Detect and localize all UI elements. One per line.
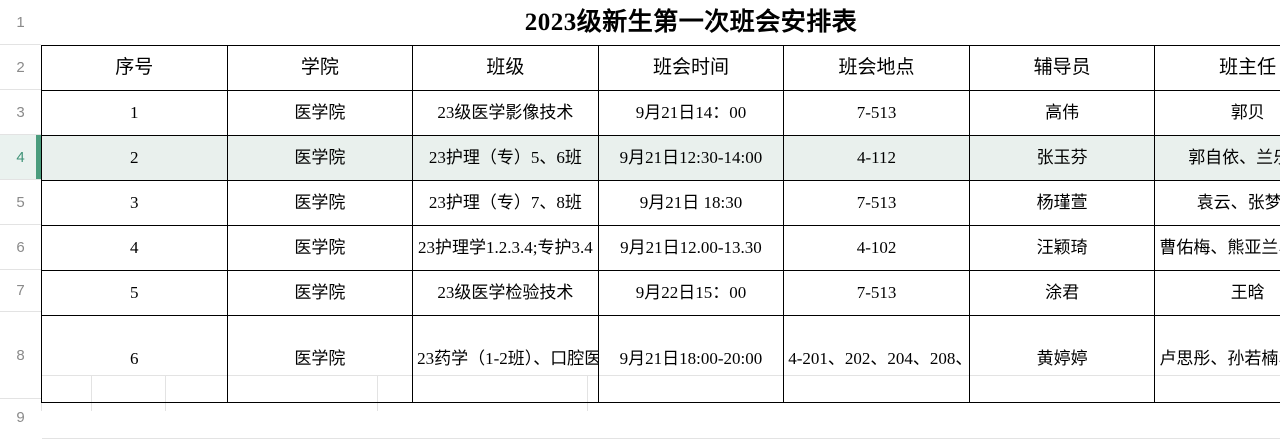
spreadsheet-view[interactable]: 1 2 3 4 5 6 7 8 9 2023级新生第一次班会安排表 序号 学院 … <box>0 0 1280 411</box>
empty-row[interactable] <box>42 402 1280 438</box>
cell-teacher[interactable]: 郭自依、兰乐芳 <box>1155 135 1280 180</box>
cell-index[interactable]: 5 <box>42 270 228 315</box>
column-header-counselor[interactable]: 辅导员 <box>969 45 1155 90</box>
cell-class[interactable]: 23药学（1-2班）、口腔医学技术（1-3班）、23护理（专）1、2班 <box>413 315 599 402</box>
row-header-5[interactable]: 5 <box>0 180 41 225</box>
column-header-class[interactable]: 班级 <box>413 45 599 90</box>
table-row[interactable]: 3 医学院 23护理（专）7、8班 9月21日 18:30 7-513 杨瑾萱 … <box>42 180 1280 225</box>
cell-place[interactable]: 7-513 <box>784 270 970 315</box>
cell-place[interactable]: 4-102 <box>784 225 970 270</box>
cell-counselor[interactable]: 汪颖琦 <box>969 225 1155 270</box>
cell-class[interactable]: 23护理（专）5、6班 <box>413 135 599 180</box>
cell-counselor[interactable]: 涂君 <box>969 270 1155 315</box>
column-header-index[interactable]: 序号 <box>42 45 228 90</box>
column-header-place[interactable]: 班会地点 <box>784 45 970 90</box>
cell-class[interactable]: 23护理学1.2.3.4;专护3.4 <box>413 225 599 270</box>
column-header-college[interactable]: 学院 <box>227 45 413 90</box>
cell-index[interactable]: 3 <box>42 180 228 225</box>
table-header-row: 序号 学院 班级 班会时间 班会地点 辅导员 班主任 <box>42 45 1280 90</box>
empty-cell[interactable] <box>1155 402 1280 438</box>
cell-college[interactable]: 医学院 <box>227 90 413 135</box>
row-header-9[interactable]: 9 <box>0 399 41 435</box>
cell-place[interactable]: 4-112 <box>784 135 970 180</box>
cell-counselor[interactable]: 杨瑾萱 <box>969 180 1155 225</box>
cell-college[interactable]: 医学院 <box>227 270 413 315</box>
cell-class[interactable]: 23护理（专）7、8班 <box>413 180 599 225</box>
column-header-time[interactable]: 班会时间 <box>598 45 784 90</box>
cell-class[interactable]: 23级医学检验技术 <box>413 270 599 315</box>
cell-index[interactable]: 4 <box>42 225 228 270</box>
empty-cell[interactable] <box>969 402 1155 438</box>
row-header-3[interactable]: 3 <box>0 90 41 135</box>
cell-counselor[interactable]: 张玉芬 <box>969 135 1155 180</box>
page-title: 2023级新生第一次班会安排表 <box>42 0 1280 45</box>
table-row[interactable]: 1 医学院 23级医学影像技术 9月21日14：00 7-513 高伟 郭贝 <box>42 90 1280 135</box>
row-header-6[interactable]: 6 <box>0 225 41 270</box>
cell-counselor[interactable]: 高伟 <box>969 90 1155 135</box>
empty-cell[interactable] <box>413 402 599 438</box>
empty-cell[interactable] <box>42 402 228 438</box>
table-row[interactable]: 6 医学院 23药学（1-2班）、口腔医学技术（1-3班）、23护理（专）1、2… <box>42 315 1280 402</box>
cell-index[interactable]: 6 <box>42 315 228 402</box>
cell-teacher[interactable]: 郭贝 <box>1155 90 1280 135</box>
title-row: 2023级新生第一次班会安排表 <box>42 0 1280 45</box>
table-row[interactable]: 2 医学院 23护理（专）5、6班 9月21日12:30-14:00 4-112… <box>42 135 1280 180</box>
cell-college[interactable]: 医学院 <box>227 135 413 180</box>
cell-time[interactable]: 9月21日12.00-13.30 <box>598 225 784 270</box>
cell-counselor[interactable]: 黄婷婷 <box>969 315 1155 402</box>
cell-place[interactable]: 7-513 <box>784 180 970 225</box>
row-header-gutter[interactable]: 1 2 3 4 5 6 7 8 9 <box>0 0 41 411</box>
cell-time[interactable]: 9月21日18:00-20:00 <box>598 315 784 402</box>
schedule-table[interactable]: 2023级新生第一次班会安排表 序号 学院 班级 班会时间 班会地点 辅导员 班… <box>41 0 1280 439</box>
empty-cell[interactable] <box>598 402 784 438</box>
row-header-8[interactable]: 8 <box>0 312 41 399</box>
row-header-4[interactable]: 4 <box>0 135 41 180</box>
empty-cell[interactable] <box>784 402 970 438</box>
cell-college[interactable]: 医学院 <box>227 315 413 402</box>
cell-time[interactable]: 9月21日14：00 <box>598 90 784 135</box>
cell-college[interactable]: 医学院 <box>227 180 413 225</box>
cell-index[interactable]: 1 <box>42 90 228 135</box>
table-row[interactable]: 4 医学院 23护理学1.2.3.4;专护3.4 9月21日12.00-13.3… <box>42 225 1280 270</box>
row-header-2[interactable]: 2 <box>0 45 41 90</box>
cell-teacher[interactable]: 袁云、张梦娜 <box>1155 180 1280 225</box>
cell-time[interactable]: 9月21日 18:30 <box>598 180 784 225</box>
row-header-1[interactable]: 1 <box>0 0 41 45</box>
cell-college[interactable]: 医学院 <box>227 225 413 270</box>
cell-index[interactable]: 2 <box>42 135 228 180</box>
cell-teacher[interactable]: 卢思彤、孙若楠、周晖、张凡、陈鹤立、舒子洋 <box>1155 315 1280 402</box>
cell-time[interactable]: 9月22日15：00 <box>598 270 784 315</box>
cell-teacher[interactable]: 王晗 <box>1155 270 1280 315</box>
cell-grid[interactable]: 2023级新生第一次班会安排表 序号 学院 班级 班会时间 班会地点 辅导员 班… <box>41 0 1280 411</box>
column-header-teacher[interactable]: 班主任 <box>1155 45 1280 90</box>
cell-place[interactable]: 7-513 <box>784 90 970 135</box>
row-header-7[interactable]: 7 <box>0 270 41 312</box>
table-row[interactable]: 5 医学院 23级医学检验技术 9月22日15：00 7-513 涂君 王晗 <box>42 270 1280 315</box>
cell-place[interactable]: 4-201、202、204、208、209、212、213 <box>784 315 970 402</box>
cell-class[interactable]: 23级医学影像技术 <box>413 90 599 135</box>
cell-teacher[interactable]: 曹佑梅、熊亚兰、陈涛、张立影、谭婧阳、吴熙成 <box>1155 225 1280 270</box>
empty-cell[interactable] <box>227 402 413 438</box>
cell-time[interactable]: 9月21日12:30-14:00 <box>598 135 784 180</box>
